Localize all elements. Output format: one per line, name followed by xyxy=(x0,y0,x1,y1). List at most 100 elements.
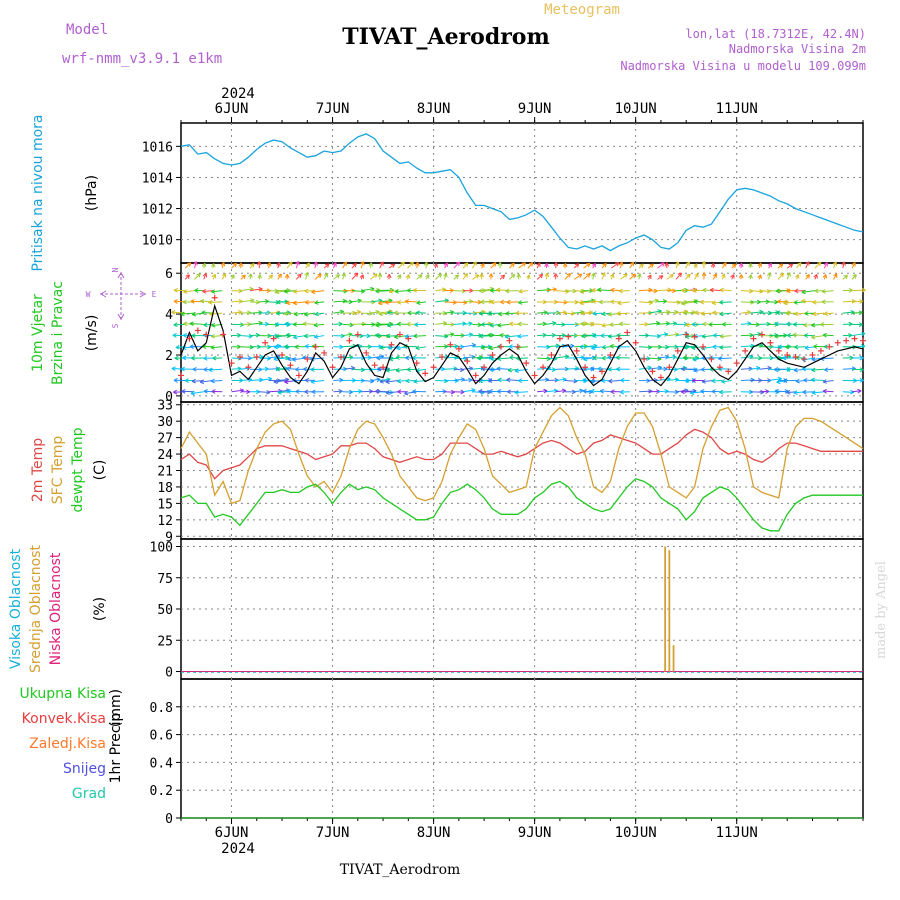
gust-marker xyxy=(363,349,370,356)
wind-arrow xyxy=(657,300,667,303)
wind-arrow-head xyxy=(722,321,727,327)
wind-arrow-head xyxy=(366,333,371,339)
wind-arrow-head xyxy=(437,273,442,278)
wind-arrow-head xyxy=(585,273,591,278)
wind-arrow-head xyxy=(185,274,190,279)
wind-arrow xyxy=(240,378,252,382)
wind-arrow xyxy=(333,300,347,303)
wind-arrow-head xyxy=(663,332,669,337)
wind-arrow xyxy=(590,390,603,393)
wind-arrow xyxy=(546,357,558,360)
wind-arrow xyxy=(208,368,223,371)
wind-arrow-head xyxy=(691,345,696,350)
wind-arrow-head xyxy=(264,321,269,327)
credit-watermark: made by Angel xyxy=(874,561,889,659)
wind-arrow xyxy=(360,261,365,269)
y-tick-label: 27 xyxy=(157,432,173,447)
gust-marker xyxy=(784,351,791,358)
wind-arrow-head xyxy=(509,321,514,327)
wind-arrow-head xyxy=(273,379,278,384)
wind-arrow xyxy=(463,356,476,359)
elevation-label: Nadmorska Visina 2m xyxy=(729,42,866,56)
wind-arrow xyxy=(774,335,788,338)
wind-arrow-head xyxy=(701,333,706,339)
wind-arrow-head xyxy=(600,333,605,339)
wind-arrow xyxy=(608,380,621,382)
wind-arrow-head xyxy=(181,388,186,394)
wind-arrow-head xyxy=(310,379,315,384)
wind-arrow-head xyxy=(341,272,346,278)
wind-arrow xyxy=(385,391,399,394)
wind-arrow-head xyxy=(314,311,319,317)
wind-arrow xyxy=(537,378,549,382)
wind-arrow-head xyxy=(203,389,208,394)
wind-arrow-head xyxy=(441,287,447,293)
wind-arrow-head xyxy=(387,323,392,328)
wind-arrow-head xyxy=(561,333,566,338)
wind-arrow xyxy=(657,262,665,269)
wind-arrow-head xyxy=(397,378,402,384)
wind-arrow xyxy=(814,261,822,269)
wind-arrow xyxy=(302,323,315,325)
wind-arrow-head xyxy=(858,310,863,316)
gust-marker xyxy=(801,356,808,363)
wind-arrow-head xyxy=(412,287,418,293)
gust-marker xyxy=(615,335,622,342)
wind-arrow-head xyxy=(518,300,523,305)
wind-arrow xyxy=(370,273,378,280)
wind-arrow-head xyxy=(843,274,848,280)
wind-arrow-head xyxy=(852,274,857,279)
wind-arrow xyxy=(657,322,670,325)
legend-freezing-rain: Zaledj.Kisa xyxy=(29,736,106,752)
sfc-temp-ylabel: SFC Temp xyxy=(50,436,66,505)
wind-arrow xyxy=(351,299,362,303)
wind-arrow-head xyxy=(663,366,668,372)
wind-arrow-head xyxy=(544,263,549,268)
wind-arrow xyxy=(275,335,288,338)
wind-arrow xyxy=(750,391,765,393)
wind-arrow-head xyxy=(816,261,822,267)
gust-marker xyxy=(422,370,429,377)
compass-north: N xyxy=(111,267,120,272)
wind-arrow xyxy=(506,379,519,382)
wind-arrow xyxy=(294,312,306,315)
wind-arrow-head xyxy=(859,355,864,361)
temp2m-ylabel: 2m Temp xyxy=(30,438,46,502)
wind-arrow xyxy=(629,273,636,280)
wind-arrow-head xyxy=(701,272,707,277)
wind-arrow-head xyxy=(599,388,605,394)
wind-arrow xyxy=(496,367,510,370)
gust-marker xyxy=(270,335,277,342)
wind-arrow-head xyxy=(551,332,556,338)
wind-arrow xyxy=(203,390,214,393)
wind-arrow-head xyxy=(514,390,519,395)
wind-arrow-head xyxy=(283,288,288,294)
wind-arrow-head xyxy=(861,287,866,293)
wind-arrow xyxy=(804,346,816,349)
wind-arrow-head xyxy=(413,333,418,339)
wind-arrow xyxy=(774,390,788,393)
wind-arrow-head xyxy=(609,343,615,349)
gust-marker xyxy=(792,354,799,361)
wind-arrow xyxy=(314,312,325,315)
wind-arrow-head xyxy=(515,310,520,316)
wind-arrow-head xyxy=(631,273,636,278)
wind-arrow-head xyxy=(208,367,213,373)
mid-cloud-ylabel: Srednja Oblacnost xyxy=(28,545,44,673)
wind-arrow xyxy=(240,299,255,303)
wind-arrow-head xyxy=(415,345,420,351)
wind-arrow xyxy=(463,379,473,382)
bottom-day-label: 6JUN xyxy=(215,825,249,841)
wind-arrow-head xyxy=(295,366,300,372)
wind-arrow xyxy=(609,323,621,326)
wind-arrow-head xyxy=(700,388,705,394)
wind-arrow xyxy=(453,357,468,360)
y-tick-label: 0.8 xyxy=(150,701,173,716)
wind-arrow-head xyxy=(746,310,751,315)
wind-arrow-head xyxy=(468,366,474,371)
wind-arrow xyxy=(740,379,755,382)
wind-arrow-head xyxy=(293,311,298,317)
wind-arrow-head xyxy=(542,332,547,338)
wind-arrow-head xyxy=(510,262,515,268)
wind-arrow-head xyxy=(182,355,187,361)
